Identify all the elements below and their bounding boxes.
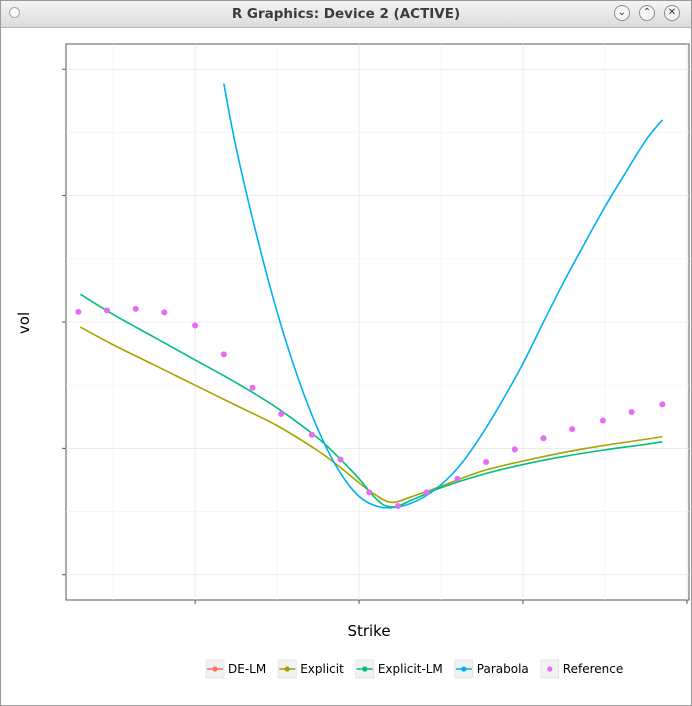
series-point-reference [511, 446, 518, 453]
series-point-reference [103, 307, 110, 314]
title-bar[interactable]: R Graphics: Device 2 (ACTIVE) ⌄ ⌃ ✕ [1, 1, 691, 28]
legend-label: Reference [563, 662, 623, 676]
x-axis-label: Strike [347, 622, 390, 640]
series-point-reference [132, 305, 139, 312]
window-title: R Graphics: Device 2 (ACTIVE) [231, 6, 461, 22]
legend-key-point [461, 666, 467, 672]
legend-item-explicit: Explicit [277, 659, 344, 679]
series-point-reference [308, 431, 315, 438]
legend-label: Explicit-LM [378, 662, 443, 676]
series-point-reference [161, 309, 168, 316]
window-menu-button[interactable] [9, 7, 20, 18]
minimize-button[interactable]: ⌄ [614, 5, 630, 21]
series-point-reference [569, 426, 576, 433]
series-point-reference [220, 351, 227, 358]
legend-item-de-lm: DE-LM [205, 659, 266, 679]
legend-label: Explicit [300, 662, 344, 676]
series-point-reference [454, 475, 461, 482]
legend-item-explicit-lm: Explicit-LM [355, 659, 443, 679]
legend-key-point [212, 666, 218, 672]
series-line-parabola [223, 83, 663, 509]
y-axis-label: vol [15, 312, 33, 334]
plot-area: Strike vol DE-LM Explicit Explicit-LM Parab… [1, 28, 691, 705]
series-point-reference [278, 410, 285, 417]
series-point-reference [659, 401, 666, 408]
legend: DE-LM Explicit Explicit-LM Parabola Referenc… [205, 659, 623, 679]
series-point-reference [249, 384, 256, 391]
series-point-reference [540, 435, 547, 442]
legend-key-point [362, 666, 368, 672]
close-button[interactable]: ✕ [664, 5, 680, 21]
maximize-button[interactable]: ⌃ [639, 5, 655, 21]
legend-key-point [547, 666, 553, 672]
legend-item-reference: Reference [540, 659, 623, 679]
legend-label: Parabola [477, 662, 529, 676]
legend-key-point [284, 666, 290, 672]
series-point-reference [394, 502, 401, 509]
series-line-explicit-lm [79, 293, 663, 508]
series-point-reference [192, 322, 199, 329]
legend-item-parabola: Parabola [454, 659, 529, 679]
series-point-reference [75, 308, 82, 315]
series-line-explicit [79, 326, 663, 504]
series-point-reference [599, 417, 606, 424]
series-point-reference [337, 456, 344, 463]
series-point-reference [628, 408, 635, 415]
series-point-reference [366, 489, 373, 496]
series-point-reference [423, 489, 430, 496]
legend-label: DE-LM [228, 662, 266, 676]
series-point-reference [483, 459, 490, 466]
